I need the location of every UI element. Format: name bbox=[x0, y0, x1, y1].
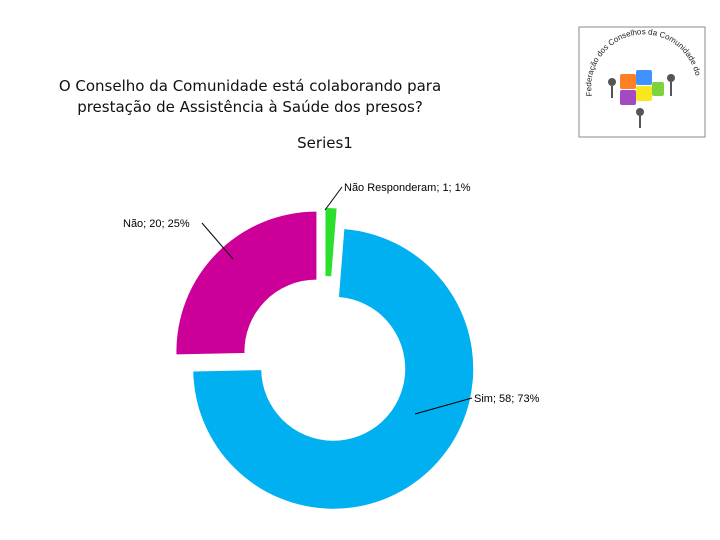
slice-nao bbox=[176, 211, 317, 355]
federation-logo: Federação dos Conselhos da Comunidade do… bbox=[578, 26, 706, 138]
leader-line-nao bbox=[201, 222, 234, 260]
slice-nao-responderam bbox=[325, 208, 337, 277]
leader-line-nao-responderam bbox=[324, 186, 343, 211]
puzzle-emblem bbox=[608, 70, 675, 128]
slice-sim bbox=[193, 229, 474, 509]
data-label-nao-responderam: Não Responderam; 1; 1% bbox=[344, 182, 471, 194]
leader-line-sim bbox=[414, 397, 473, 415]
series-title: Series1 bbox=[297, 134, 353, 152]
title-line-2: prestação de Assistência à Saúde dos pre… bbox=[77, 98, 423, 116]
chart-title: O Conselho da Comunidade está colaborand… bbox=[40, 76, 460, 118]
data-label-nao: Não; 20; 25% bbox=[123, 218, 190, 230]
data-label-sim: Sim; 58; 73% bbox=[474, 393, 540, 405]
title-line-1: O Conselho da Comunidade está colaborand… bbox=[58, 77, 442, 95]
